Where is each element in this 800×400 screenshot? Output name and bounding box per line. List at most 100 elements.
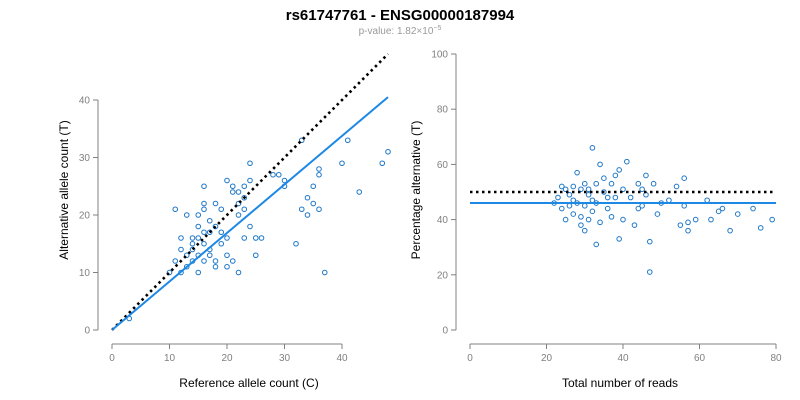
left-data-point xyxy=(172,258,179,264)
right-data-point xyxy=(616,236,622,242)
left-y-tick-label: 0 xyxy=(84,326,90,337)
right-data-point xyxy=(555,194,561,201)
left-data-point xyxy=(172,206,179,213)
left-reference-line xyxy=(111,53,389,331)
left-data-point xyxy=(212,200,219,207)
right-data-point xyxy=(578,214,584,220)
left-x-tick-label: 10 xyxy=(164,353,176,364)
right-data-point xyxy=(559,205,565,212)
left-data-point xyxy=(201,258,207,264)
left-data-point xyxy=(385,148,391,155)
left-data-point xyxy=(316,206,322,213)
left-data-point xyxy=(195,235,202,241)
left-data-point xyxy=(218,206,225,213)
left-data-point xyxy=(293,240,299,247)
right-data-point xyxy=(650,180,657,187)
left-data-point xyxy=(298,137,305,144)
right-data-point xyxy=(769,216,775,223)
right-data-point xyxy=(593,241,600,248)
right-data-point xyxy=(727,227,733,234)
left-data-point xyxy=(310,200,317,207)
left-x-tick-label: 30 xyxy=(279,353,291,364)
left-x-tick-label: 40 xyxy=(336,353,348,364)
right-data-point xyxy=(612,194,619,201)
left-data-point xyxy=(189,246,196,253)
left-data-point xyxy=(183,212,190,218)
right-data-point xyxy=(646,238,653,245)
left-plot-area: 0 10 20 30 40 0 10 20 30 40 xyxy=(79,53,391,364)
right-data-point xyxy=(719,205,726,212)
left-data-point xyxy=(206,217,213,224)
right-data-point xyxy=(704,197,710,204)
left-data-point xyxy=(316,166,322,172)
p-value-subtitle: p-value: 1.82×10−5 xyxy=(359,25,442,37)
right-x-tick-label: 80 xyxy=(770,353,782,364)
right-data-point xyxy=(681,175,688,181)
left-data-point xyxy=(235,200,242,207)
left-data-point xyxy=(321,269,328,276)
left-data-point xyxy=(304,194,311,201)
right-data-point xyxy=(562,186,569,193)
p-value-exponent: −5 xyxy=(433,25,441,32)
left-data-point xyxy=(189,240,196,247)
left-data-point xyxy=(201,229,207,236)
page-title: rs61747761 - ENSG00000187994 xyxy=(286,7,515,24)
right-data-point xyxy=(620,186,626,193)
right-data-point xyxy=(627,194,634,201)
right-data-point xyxy=(639,186,645,193)
left-data-point xyxy=(224,177,230,184)
right-data-point xyxy=(643,172,649,179)
right-data-point xyxy=(604,205,611,212)
right-data-point xyxy=(654,211,661,217)
left-data-point xyxy=(206,252,213,259)
right-x-tick-label: 20 xyxy=(541,353,553,364)
left-data-point xyxy=(178,246,184,253)
left-data-point xyxy=(379,160,386,167)
left-data-point xyxy=(201,206,207,213)
right-data-point xyxy=(608,180,615,187)
left-data-point xyxy=(316,171,322,178)
left-panel: 0 10 20 30 40 0 10 20 30 40 Reference allele coun… xyxy=(57,53,391,390)
left-data-point xyxy=(224,235,230,241)
left-data-point xyxy=(235,189,242,195)
right-x-axis-label: Total number of reads xyxy=(562,376,678,390)
right-data-point xyxy=(673,183,680,190)
right-data-point xyxy=(578,186,584,193)
right-data-point xyxy=(635,180,642,187)
left-data-point xyxy=(339,160,345,167)
right-data-point xyxy=(589,145,596,151)
left-data-point xyxy=(183,263,190,270)
left-data-point xyxy=(344,137,351,144)
right-x-tick-label: 0 xyxy=(467,353,473,364)
left-data-point xyxy=(218,229,225,236)
right-data-point xyxy=(578,222,584,228)
left-data-point xyxy=(275,171,282,178)
right-data-point xyxy=(677,222,684,228)
left-data-point xyxy=(178,235,184,241)
right-data-point xyxy=(581,227,588,234)
right-data-point xyxy=(585,191,592,198)
right-data-point xyxy=(601,189,607,195)
left-data-point xyxy=(304,212,311,218)
right-panel: 0 20 40 60 80 0 20 40 60 80 100 Total number of re… xyxy=(409,50,782,391)
left-data-point xyxy=(206,229,213,236)
left-data-point xyxy=(229,183,236,190)
left-data-point xyxy=(212,263,219,270)
right-data-point xyxy=(757,225,764,231)
left-fit-line xyxy=(111,96,389,331)
right-data-point xyxy=(585,216,592,223)
right-data-point xyxy=(612,172,619,179)
left-data-point xyxy=(247,223,253,230)
left-data-point xyxy=(235,212,242,218)
left-data-point xyxy=(201,183,207,190)
right-data-point xyxy=(581,203,588,209)
left-data-point xyxy=(224,263,230,270)
left-y-axis-label: Alternative allele count (T) xyxy=(57,120,71,259)
left-data-point xyxy=(252,252,259,259)
right-data-point xyxy=(692,216,699,223)
left-data-point xyxy=(224,252,230,259)
right-data-point xyxy=(570,183,577,190)
right-data-point xyxy=(620,216,626,223)
right-data-point xyxy=(562,216,569,223)
